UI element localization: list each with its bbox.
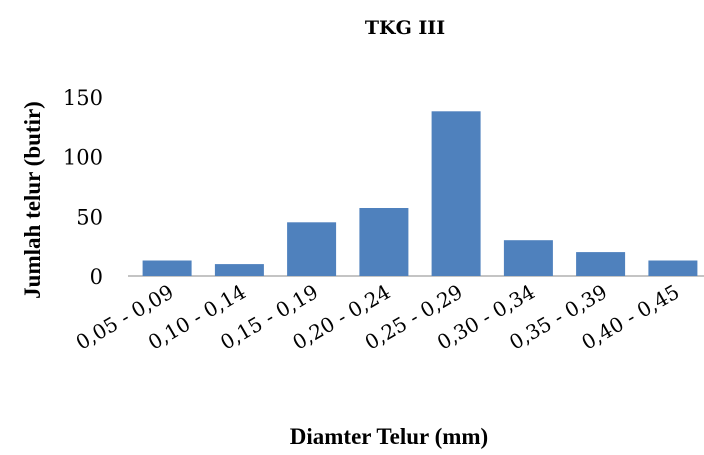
- x-axis-label: Diamter Telur (mm): [290, 424, 488, 449]
- y-tick-label: 50: [76, 205, 103, 229]
- y-axis-label: Jumlah telur (butir): [20, 101, 45, 299]
- y-tick-labels: 0 50 100 150: [63, 86, 103, 289]
- chart-title: TKG III: [365, 17, 445, 39]
- bar-6: [503, 240, 553, 276]
- bar-8: [648, 260, 698, 276]
- bars: [142, 111, 698, 276]
- bar-2: [214, 264, 264, 276]
- y-tick-label: 150: [63, 86, 103, 110]
- bar-7: [576, 252, 626, 276]
- bar-5: [431, 111, 481, 276]
- bar-1: [142, 260, 192, 276]
- x-tick-labels: 0,05 - 0,090,10 - 0,140,15 - 0,190,20 - …: [72, 280, 684, 355]
- y-tick-label: 0: [90, 265, 103, 289]
- y-tick-label: 100: [63, 146, 103, 170]
- bar-3: [287, 222, 337, 276]
- bar-4: [359, 208, 409, 276]
